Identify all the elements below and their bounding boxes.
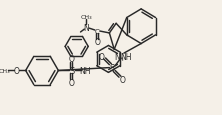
Text: NH: NH bbox=[120, 52, 131, 61]
Text: S: S bbox=[69, 66, 75, 75]
Text: CH₃: CH₃ bbox=[81, 15, 92, 20]
Text: O: O bbox=[120, 75, 126, 84]
Text: O: O bbox=[95, 38, 101, 47]
Text: N: N bbox=[114, 52, 120, 61]
Text: N: N bbox=[83, 23, 89, 32]
Text: C: C bbox=[95, 29, 99, 35]
Text: O: O bbox=[69, 55, 75, 64]
Text: NH: NH bbox=[79, 66, 91, 75]
Text: CH₃: CH₃ bbox=[0, 68, 10, 73]
Text: O: O bbox=[14, 66, 20, 75]
Text: O: O bbox=[69, 78, 75, 87]
Text: S: S bbox=[110, 63, 115, 72]
Text: H: H bbox=[119, 57, 123, 62]
Text: O: O bbox=[99, 52, 105, 61]
